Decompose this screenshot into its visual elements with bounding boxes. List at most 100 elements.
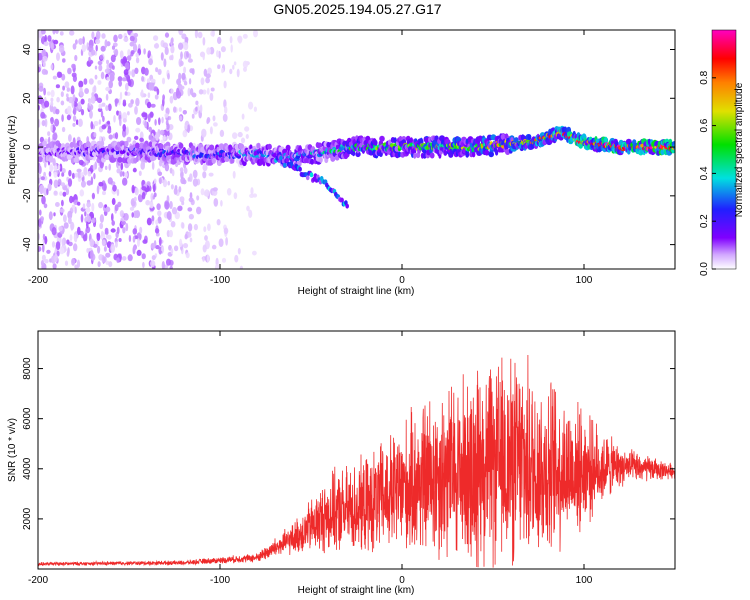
noise-cell — [44, 235, 48, 245]
noise-cell — [198, 89, 204, 95]
noise-cell — [157, 216, 162, 224]
noise-cell — [114, 204, 119, 212]
noise-cell — [76, 168, 82, 173]
ridge-cell — [85, 141, 91, 147]
noise-cell — [101, 124, 107, 130]
noise-cell — [159, 177, 162, 185]
noise-cell — [205, 77, 211, 84]
noise-cell — [126, 55, 132, 61]
noise-cell — [91, 31, 95, 40]
noise-cell — [127, 102, 133, 108]
ridge-cell — [355, 151, 361, 158]
noise-cell — [126, 136, 132, 143]
noise-cell — [158, 246, 162, 255]
noise-cell — [187, 177, 191, 182]
noise-cell — [127, 254, 133, 262]
noise-cell — [178, 30, 184, 36]
noise-cell — [107, 103, 112, 112]
ridge-cell — [208, 144, 215, 151]
noise-cell — [200, 77, 205, 86]
noise-cell — [89, 99, 92, 106]
noise-cell — [99, 135, 102, 143]
noise-cell — [184, 36, 189, 43]
noise-cell — [61, 168, 66, 174]
noise-cell — [78, 38, 83, 45]
colorbar: 0.0 0.2 0.4 0.6 0.8 Normalized spectral ampl… — [699, 29, 745, 276]
noise-cell — [41, 49, 46, 57]
noise-cell — [192, 178, 198, 187]
noise-cell — [74, 264, 79, 269]
noise-cell — [86, 180, 92, 186]
noise-cell — [122, 128, 127, 138]
noise-cell — [102, 190, 106, 196]
noise-cell — [107, 120, 110, 125]
noise-cell — [185, 252, 190, 259]
noise-cell — [205, 73, 211, 79]
noise-cell — [135, 127, 141, 133]
noise-cell — [66, 250, 70, 257]
noise-cell — [71, 72, 77, 78]
noise-cell — [154, 94, 159, 100]
noise-cell — [253, 106, 257, 112]
noise-cell — [133, 244, 137, 250]
noise-cell — [68, 134, 72, 142]
noise-cell — [189, 237, 193, 243]
noise-cell — [46, 91, 51, 96]
noise-cell — [141, 112, 147, 118]
noise-cell — [248, 209, 253, 218]
noise-cell — [253, 30, 258, 38]
noise-cell — [150, 103, 156, 108]
x-tick-label: 100 — [576, 575, 593, 586]
noise-cell — [97, 107, 103, 113]
noise-cell — [41, 120, 46, 127]
ridge-cell — [256, 142, 261, 149]
noise-cell — [206, 87, 210, 95]
noise-cell — [77, 118, 83, 128]
noise-cell — [111, 197, 116, 206]
colorbar-tick-label: 0.8 — [699, 70, 710, 84]
noise-cell — [70, 85, 75, 95]
noise-cell — [99, 222, 104, 230]
noise-cell — [151, 161, 155, 170]
noise-cell — [165, 107, 170, 116]
noise-cell — [55, 202, 60, 207]
noise-cell — [181, 72, 186, 80]
noise-cell — [73, 233, 77, 242]
noise-cell — [67, 67, 72, 75]
noise-cell — [179, 60, 184, 66]
noise-cell — [146, 78, 151, 83]
noise-cell — [193, 223, 198, 231]
noise-cell — [52, 126, 56, 131]
noise-cell — [135, 97, 140, 107]
noise-cell — [40, 30, 46, 35]
noise-cell — [44, 259, 49, 264]
noise-cell — [148, 82, 153, 91]
noise-cell — [150, 260, 156, 268]
noise-cell — [212, 115, 216, 122]
noise-cell — [63, 222, 69, 229]
noise-cell — [158, 237, 162, 246]
noise-cell — [83, 166, 88, 176]
branch-cell — [305, 175, 310, 181]
ridge-cell — [66, 154, 73, 160]
noise-cell — [41, 195, 46, 205]
noise-cell — [207, 223, 211, 231]
noise-cell — [46, 188, 49, 196]
noise-cell — [184, 124, 188, 130]
noise-cell — [119, 91, 123, 100]
snr-frame — [37, 330, 676, 570]
noise-cell — [44, 34, 47, 43]
noise-cell — [142, 239, 148, 244]
noise-cell — [252, 250, 257, 256]
noise-cell — [75, 39, 78, 45]
ridge-cell — [604, 136, 608, 143]
noise-cell — [194, 30, 198, 39]
x-tick-label: -100 — [210, 575, 230, 586]
noise-cell — [104, 68, 110, 74]
noise-cell — [96, 232, 101, 242]
noise-cell — [246, 205, 250, 212]
noise-cell — [216, 219, 221, 226]
noise-cell — [250, 187, 254, 195]
noise-cell — [43, 87, 46, 96]
